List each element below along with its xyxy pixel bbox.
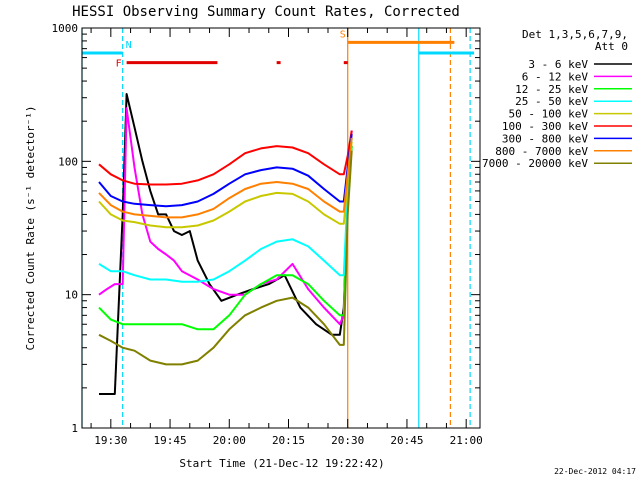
series-line: [98, 133, 353, 208]
plot-area: FN S: [81, 28, 475, 428]
legend-entry-label: 300 - 800 keV: [502, 132, 588, 145]
legend-title-line-1: Det 1,3,5,6,7,9,: [522, 28, 628, 41]
x-tick-label: 19:45: [153, 434, 186, 447]
legend-entry-label: 3 - 6 keV: [528, 58, 588, 71]
y-tick-label: 10: [65, 289, 78, 302]
series-line: [98, 146, 353, 331]
flag-label: N: [126, 40, 132, 51]
series-line: [98, 130, 353, 186]
x-tick-label: 19:30: [94, 434, 127, 447]
series-line: [98, 137, 353, 283]
y-axis-label: Corrected Count Rate (s⁻¹ detector⁻¹): [24, 105, 37, 350]
legend-entry-label: 6 - 12 keV: [522, 70, 589, 83]
y-tick-label: 100: [58, 155, 78, 168]
series-line: [98, 137, 353, 219]
flag-label: S: [340, 29, 346, 40]
y-tick-label: 1000: [52, 22, 79, 35]
legend-entry-label: 25 - 50 keV: [515, 95, 588, 108]
x-tick-label: 20:30: [331, 434, 364, 447]
flag-label: F: [116, 59, 122, 70]
series-line: [98, 150, 353, 366]
series-line: [99, 93, 353, 395]
series-line: [98, 141, 353, 229]
x-axis-label: Start Time (21-Dec-12 19:22:42): [179, 457, 384, 470]
series-line: [98, 107, 353, 326]
chart-title: HESSI Observing Summary Count Rates, Cor…: [72, 4, 460, 20]
x-axis: 19:30 19:45 20:00 20:15 20:30 20:45 21:00: [90, 28, 483, 447]
legend-entry-label: 12 - 25 keV: [515, 83, 588, 96]
legend-entry-label: 800 - 7000 keV: [495, 145, 588, 158]
legend-entry-label: 7000 - 20000 keV: [482, 157, 588, 170]
y-axis: 1 10 100 1000: [52, 22, 480, 435]
timestamp: 22-Dec-2012 04:17: [554, 467, 636, 476]
x-tick-label: 20:45: [390, 434, 423, 447]
y-tick-label: 1: [71, 422, 78, 435]
legend-entry-label: 100 - 300 keV: [502, 120, 588, 133]
x-tick-label: 21:00: [450, 434, 483, 447]
x-tick-label: 20:15: [272, 434, 305, 447]
legend-title-line-2: Att 0: [595, 40, 628, 53]
x-tick-label: 20:00: [213, 434, 246, 447]
plot-frame: [81, 27, 481, 429]
legend-entry-label: 50 - 100 keV: [509, 108, 589, 121]
